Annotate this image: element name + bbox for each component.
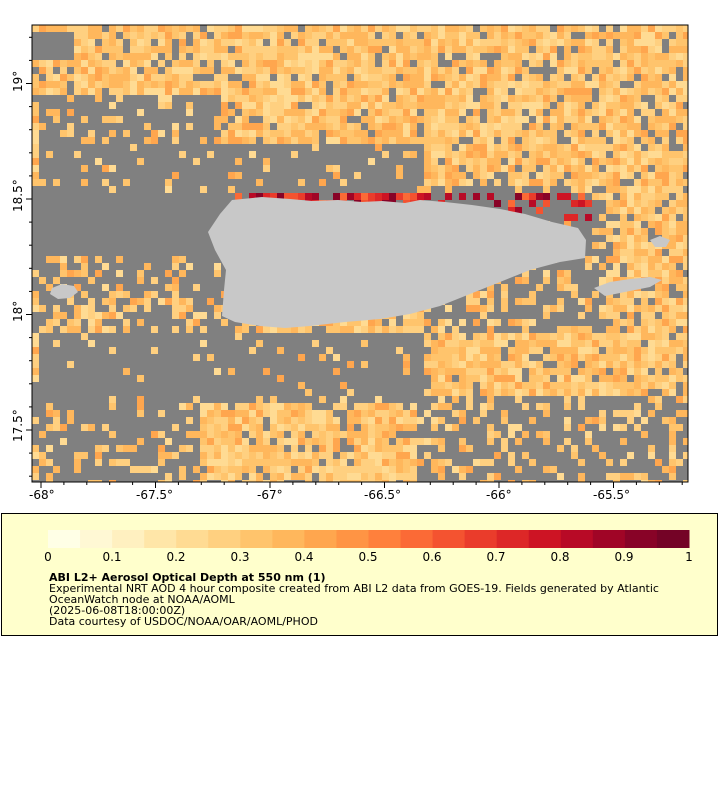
colorbar-swatch xyxy=(432,530,466,548)
latitude-ticks xyxy=(26,36,32,477)
colorbar-tick-label: 1 xyxy=(685,550,693,564)
aod-field xyxy=(32,25,688,482)
culebra-island xyxy=(650,236,670,247)
colorbar-tick-label: 0.1 xyxy=(102,550,122,564)
colorbar-swatch xyxy=(240,530,273,548)
colorbar-tick-label: 0.3 xyxy=(230,550,250,564)
lon-tick-label: -67° xyxy=(257,488,283,502)
caption-line: OceanWatch node at NOAA/AOML xyxy=(49,593,235,606)
colorbar-tick-label: 0.7 xyxy=(486,550,506,564)
colorbar-swatch xyxy=(272,530,305,548)
lat-tick-label: 18° xyxy=(11,300,25,322)
colorbar-swatch xyxy=(400,530,434,548)
colorbar-swatch xyxy=(368,530,402,548)
colorbar-swatch xyxy=(48,530,81,548)
puerto-rico-land xyxy=(208,197,586,328)
caption-line: (2025-06-08T18:00:00Z) xyxy=(49,604,186,617)
colorbar-tick-label: 0.4 xyxy=(294,550,314,564)
map-frame xyxy=(31,24,689,483)
lon-tick-label: -68° xyxy=(29,488,55,502)
colorbar-swatch xyxy=(80,530,113,548)
colorbar-tick-label: 0.6 xyxy=(422,550,442,564)
colorbar-swatch xyxy=(560,530,594,548)
colorbar-swatch xyxy=(528,530,562,548)
lon-tick-label: -65.5° xyxy=(593,488,631,502)
lon-tick-label: -67.5° xyxy=(136,488,174,502)
colorbar-tick-label: 0.5 xyxy=(358,550,378,564)
colorbar-swatch xyxy=(464,530,498,548)
colorbar-swatch xyxy=(496,530,530,548)
caption-line: Experimental NRT AOD 4 hour composite cr… xyxy=(49,582,659,595)
colorbar-swatch xyxy=(304,530,337,548)
longitude-ticks xyxy=(40,482,683,488)
legend-panel: 0 0.1 0.2 0.3 0.4 0.5 0.6 0.7 0.8 0.9 1 … xyxy=(1,513,718,636)
colorbar-swatch xyxy=(656,530,690,548)
colorbar-swatch xyxy=(592,530,626,548)
aod-map xyxy=(26,24,689,488)
lat-tick-label: 19° xyxy=(11,70,25,92)
colorbar-swatch xyxy=(624,530,658,548)
colorbar-tick-label: 0.2 xyxy=(166,550,186,564)
colorbar-tick-label: 0.8 xyxy=(550,550,570,564)
colorbar-swatch xyxy=(144,530,177,548)
lon-tick-label: -66° xyxy=(486,488,512,502)
colorbar-swatch xyxy=(208,530,241,548)
colorbar-tick-label: 0 xyxy=(44,550,52,564)
caption-line: Data courtesy of USDOC/NOAA/OAR/AOML/PHO… xyxy=(49,615,318,628)
colorbar-swatch xyxy=(176,530,209,548)
colorbar-swatch xyxy=(112,530,145,548)
vieques-island xyxy=(594,277,662,296)
colorbar xyxy=(48,530,690,548)
mona-island xyxy=(50,284,78,299)
lon-tick-label: -66.5° xyxy=(364,488,402,502)
caption-title: ABI L2+ Aerosol Optical Depth at 550 nm … xyxy=(49,571,326,584)
lat-tick-label: 17.5° xyxy=(11,409,25,442)
lat-tick-label: 18.5° xyxy=(11,179,25,212)
colorbar-tick-label: 0.9 xyxy=(614,550,634,564)
colorbar-swatch xyxy=(336,530,369,548)
